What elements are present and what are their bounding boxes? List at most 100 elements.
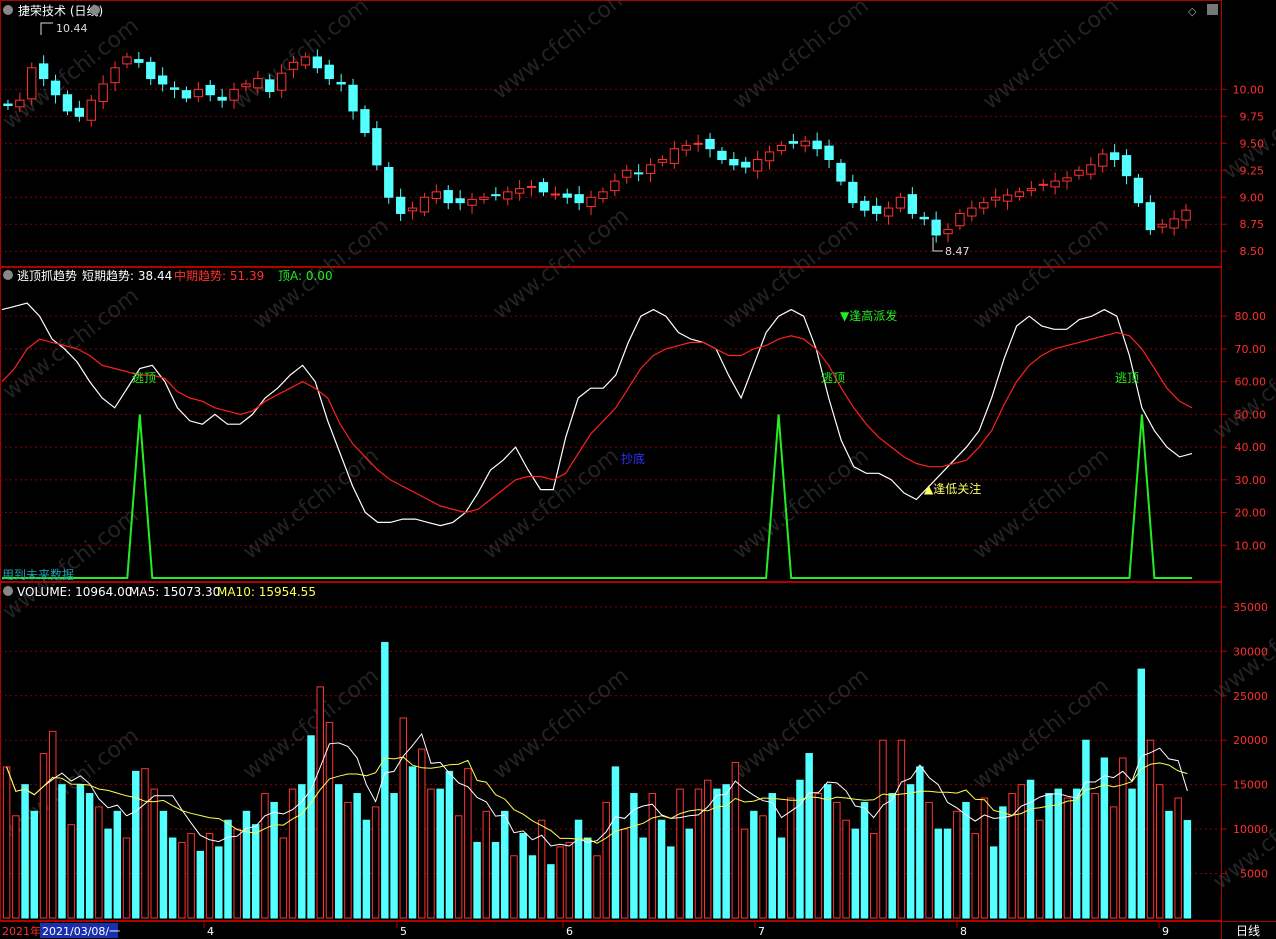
volume-bar [842,819,850,919]
candle-body [919,216,929,220]
signal-escape-1: 逃顶 [132,371,156,385]
diamond-icon[interactable]: ◇ [1188,5,1197,18]
volume-bar [953,810,961,919]
watermark-text: www.cfchi.com [728,0,873,115]
main-title: 捷荣技术 (日线) [18,4,103,18]
volume-tick-label: 15000 [1233,779,1268,792]
main-tick-label: 8.50 [1240,245,1265,258]
volume-bar [95,806,103,919]
indicator-tick-label: 40.00 [1235,441,1267,454]
candle-body [431,191,442,200]
volume-bar [307,735,315,919]
candle-body [1121,155,1132,177]
volume-bar [897,739,906,919]
candle-body [360,109,370,134]
candle-body [598,191,608,200]
volume-bar [667,846,675,919]
volume-bar [879,739,887,919]
volume-bar [1183,820,1192,919]
volume-bar [593,855,601,919]
short-trend-line [1,302,1193,527]
candle-body [3,103,13,107]
ma5-line [6,732,1188,847]
signal-escape-2: 逃顶 [821,371,845,385]
candle-body [586,196,596,208]
volume-bar [334,784,343,919]
short-trend-label: 短期趋势: 38.44 [82,269,172,283]
indicator-menu-icon[interactable] [3,270,13,280]
volume-bar [1174,797,1182,919]
candle-body [871,205,882,214]
indicator-marks [1,302,1193,579]
volume-bar [224,819,232,919]
volume-bar [436,788,444,919]
candle-body [288,61,299,70]
candle-body [146,61,156,80]
indicator-tick-label: 70.00 [1235,343,1267,356]
volume-bar [288,788,297,919]
volume-tick-label: 30000 [1233,645,1268,658]
volume-bar [178,841,186,919]
candle-body [824,145,834,160]
volume-bar [113,810,122,919]
volume-bar [556,846,564,919]
mid-trend-line [1,331,1193,514]
candle-body [443,190,453,204]
volume-bar [805,753,813,919]
candle-body [1062,177,1072,182]
volume-bar [1036,819,1044,919]
cursor-date: 2021/03/08/一 [42,925,120,938]
volume-tick-label: 10000 [1233,823,1268,836]
top-a-line [2,414,1192,579]
candle-body [503,191,513,200]
candle-body [657,158,668,163]
volume-bar [298,784,306,919]
candle-body [62,94,73,112]
panel-menu-icon[interactable] [3,5,13,15]
candle-body [1169,218,1179,229]
volume-bar [427,788,435,919]
candle-body [990,196,1001,201]
candle-body [384,166,394,198]
volume-bar [814,793,823,919]
candle-body [967,207,977,217]
volume-bar [888,793,896,919]
volume-bar [205,833,214,919]
volume-bar [261,793,269,919]
candle-body [574,194,584,204]
candle-body [86,99,96,121]
volume-tick-label: 5000 [1240,868,1268,881]
candle-body [324,64,334,80]
volume-bar [196,850,205,919]
candle-body [836,162,846,182]
candle-body [788,141,799,144]
volume-bar [85,793,94,919]
volume-bar [703,779,712,919]
volume-bar [528,855,537,919]
candle-body [550,193,561,196]
month-label: 7 [758,925,765,938]
volume-bar [1128,788,1136,919]
period-label[interactable]: 日线 [1236,924,1260,938]
volume-bar [399,717,408,919]
panel-toggle-icon[interactable] [1207,4,1218,15]
dropdown-icon[interactable] [90,5,100,15]
candle-body [1181,209,1191,221]
indicator-panel-frame [0,267,1222,582]
candle-body [407,207,418,212]
candle-body [1014,191,1025,197]
volume-bar [768,793,777,919]
volume-bar [676,788,684,919]
candle-body [336,81,346,85]
volume-bar [150,788,158,919]
volume-bar [750,810,758,919]
volume-bar [980,797,989,919]
volume-bar [925,801,933,919]
volume-bar [325,721,334,919]
volume-menu-icon[interactable] [3,586,13,596]
candle-body [764,151,775,162]
volume-bar [694,788,703,919]
volume-bar [408,766,417,919]
watermark-text: www.cfchi.com [728,663,873,784]
